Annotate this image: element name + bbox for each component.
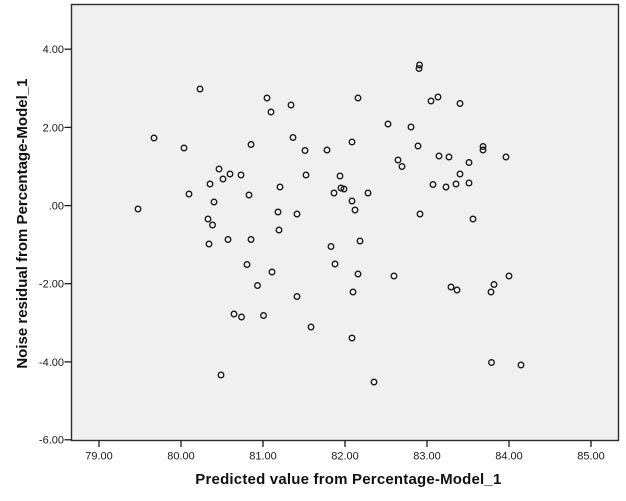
svg-text:82.00: 82.00 bbox=[331, 451, 359, 463]
svg-text:Noise residual from Percentage: Noise residual from Percentage-Model_1 bbox=[14, 79, 31, 369]
svg-text:.00: .00 bbox=[49, 201, 64, 213]
svg-text:84.00: 84.00 bbox=[495, 451, 523, 463]
svg-text:-6.00: -6.00 bbox=[39, 435, 64, 447]
svg-text:79.00: 79.00 bbox=[85, 451, 113, 463]
svg-text:-4.00: -4.00 bbox=[39, 357, 64, 369]
svg-text:2.00: 2.00 bbox=[43, 122, 64, 134]
svg-text:80.00: 80.00 bbox=[167, 451, 195, 463]
svg-text:-2.00: -2.00 bbox=[39, 279, 64, 291]
svg-text:4.00: 4.00 bbox=[43, 44, 64, 56]
svg-text:85.00: 85.00 bbox=[577, 451, 605, 463]
svg-text:83.00: 83.00 bbox=[413, 451, 441, 463]
svg-text:81.00: 81.00 bbox=[249, 451, 277, 463]
svg-text:Predicted value from Percentag: Predicted value from Percentage-Model_1 bbox=[195, 471, 501, 488]
